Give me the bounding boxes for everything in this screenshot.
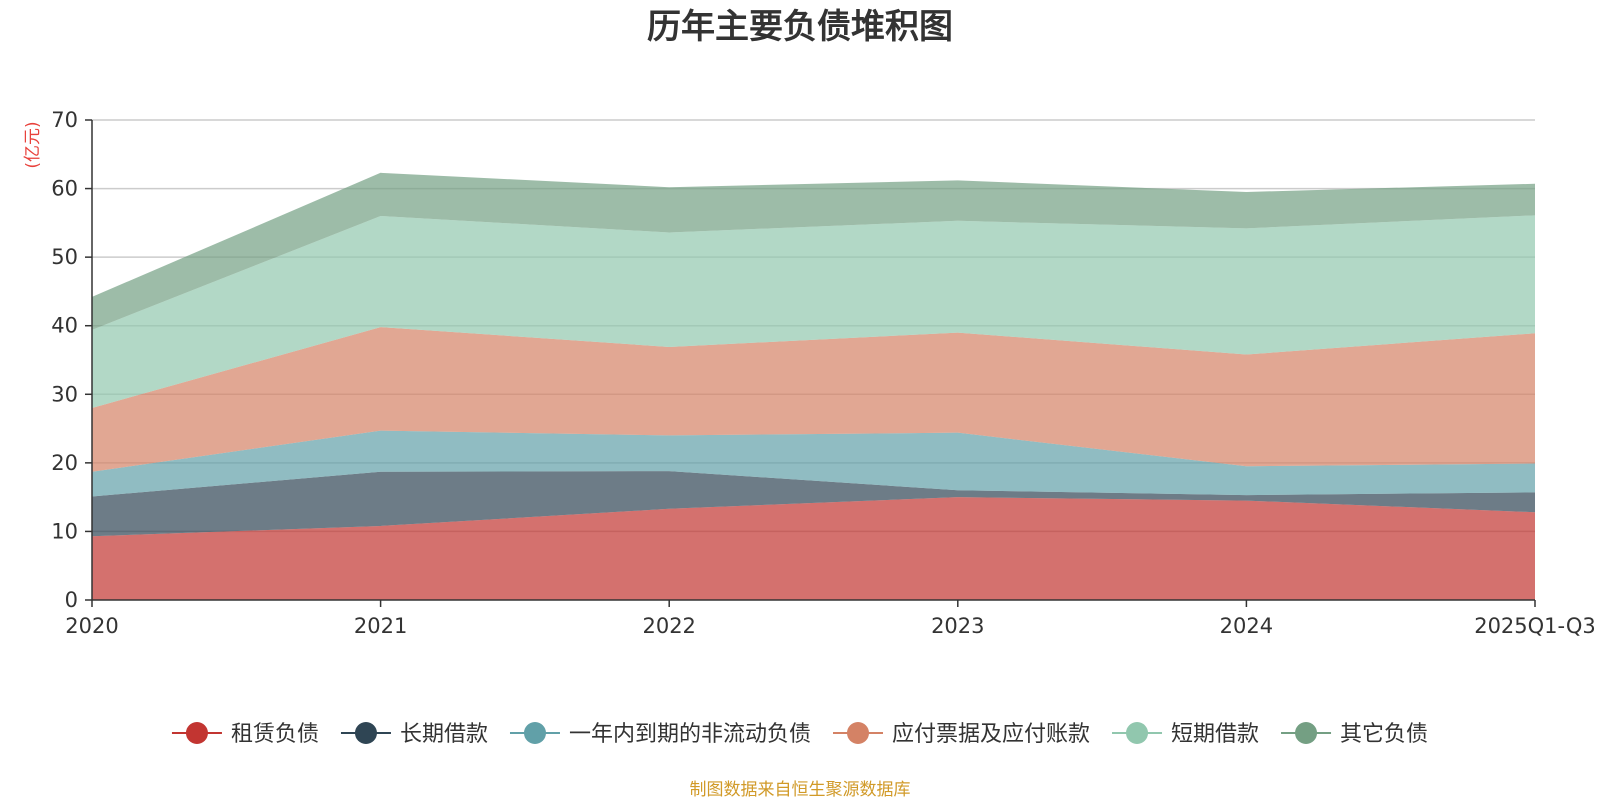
legend-marker-0 bbox=[185, 722, 208, 744]
legend-marker-5 bbox=[1295, 722, 1318, 744]
legend-item-4: 短期借款 bbox=[1112, 722, 1259, 747]
legend-item-5: 其它负债 bbox=[1281, 722, 1428, 747]
area-series-4 bbox=[92, 215, 1535, 408]
area-series-0 bbox=[92, 497, 1535, 600]
legend-label-0: 租赁负债 bbox=[231, 722, 319, 747]
y-tick-label-0: 0 bbox=[65, 588, 78, 612]
x-tick-label-4: 2024 bbox=[1220, 614, 1273, 638]
y-tick-label-70: 70 bbox=[51, 108, 78, 132]
legend-label-3: 应付票据及应付账款 bbox=[892, 722, 1090, 747]
legend-label-5: 其它负债 bbox=[1340, 722, 1428, 747]
y-tick-label-30: 30 bbox=[51, 382, 78, 406]
legend-label-2: 一年内到期的非流动负债 bbox=[569, 722, 811, 747]
x-tick-label-5: 2025Q1-Q3 bbox=[1474, 614, 1596, 638]
legend: 租赁负债 长期借款 一年内到期的非流动负债 应付票据及应付账款 短期借款 其它负债 bbox=[171, 722, 1428, 747]
y-tick-label-60: 60 bbox=[51, 177, 78, 201]
x-tick-label-2: 2022 bbox=[642, 614, 695, 638]
axes: 0 10 20 30 40 50 60 70 2020 2021 2022 2023 2024 2025Q… bbox=[51, 108, 1596, 638]
legend-item-1: 长期借款 bbox=[340, 722, 488, 747]
area-series-2 bbox=[92, 430, 1535, 497]
area-series-3 bbox=[92, 327, 1535, 472]
y-axis-unit-label: (亿元) bbox=[23, 121, 43, 168]
legend-label-1: 长期借款 bbox=[400, 722, 488, 747]
area-series-5 bbox=[92, 172, 1535, 330]
series-areas bbox=[92, 172, 1535, 600]
legend-label-4: 短期借款 bbox=[1171, 722, 1259, 747]
y-tick-label-40: 40 bbox=[51, 314, 78, 338]
legend-item-2: 一年内到期的非流动负债 bbox=[509, 722, 811, 747]
x-tick-label-1: 2021 bbox=[354, 614, 407, 638]
legend-marker-3 bbox=[847, 722, 869, 744]
y-tick-label-10: 10 bbox=[51, 519, 78, 543]
legend-item-3: 应付票据及应付账款 bbox=[833, 722, 1090, 747]
chart-title: 历年主要负债堆积图 bbox=[647, 7, 953, 47]
x-tick-label-3: 2023 bbox=[931, 614, 984, 638]
legend-item-0: 租赁负债 bbox=[171, 722, 319, 747]
y-tick-label-50: 50 bbox=[51, 245, 78, 269]
x-tick-label-0: 2020 bbox=[65, 614, 118, 638]
y-tick-label-20: 20 bbox=[51, 451, 78, 475]
legend-marker-2 bbox=[523, 722, 546, 744]
source-note: 制图数据来自恒生聚源数据库 bbox=[690, 780, 911, 800]
area-series-1 bbox=[92, 471, 1535, 537]
legend-marker-4 bbox=[1126, 722, 1149, 744]
legend-marker-1 bbox=[354, 722, 377, 744]
